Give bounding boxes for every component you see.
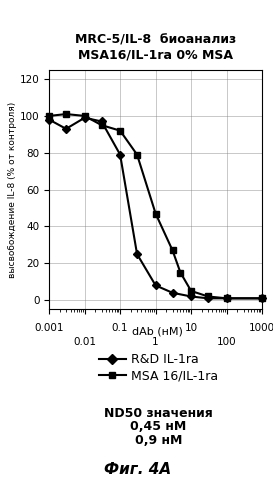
Title: MRC-5/IL-8  биоанализ
MSA16/IL-1ra 0% MSA: MRC-5/IL-8 биоанализ MSA16/IL-1ra 0% MSA [75, 34, 236, 62]
Text: ND50 значения: ND50 значения [104, 407, 213, 420]
Text: 1000: 1000 [249, 323, 273, 333]
Text: 0.01: 0.01 [73, 337, 96, 347]
Text: 100: 100 [217, 337, 236, 347]
Text: dAb (нМ): dAb (нМ) [132, 327, 182, 337]
Legend: R&D IL-1ra, MSA 16/IL-1ra: R&D IL-1ra, MSA 16/IL-1ra [99, 353, 218, 383]
Text: 0,9 нМ: 0,9 нМ [135, 434, 182, 447]
Text: 0.1: 0.1 [112, 323, 128, 333]
Text: 10: 10 [185, 323, 198, 333]
Text: 0.001: 0.001 [34, 323, 64, 333]
Y-axis label: высвобождение IL-8 (% от контроля): высвобождение IL-8 (% от контроля) [8, 101, 17, 278]
Text: 1: 1 [152, 337, 159, 347]
Text: Фиг. 4A: Фиг. 4A [104, 462, 171, 477]
Text: 0,45 нМ: 0,45 нМ [130, 420, 186, 433]
